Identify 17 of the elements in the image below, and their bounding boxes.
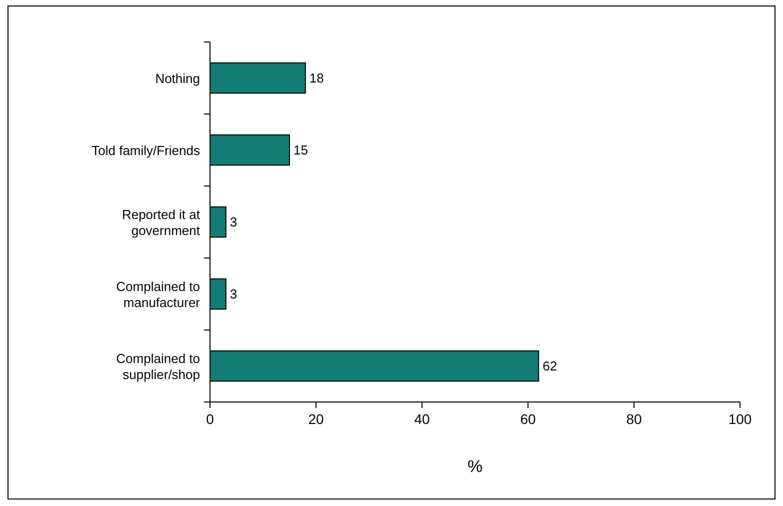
x-tick-label: 40 [414, 411, 430, 427]
y-tick-label: Complained to supplier/shop [116, 350, 200, 382]
y-tick-label: Reported it at government [122, 206, 200, 238]
data-label: 62 [542, 358, 558, 374]
y-tick-label: Told family/Friends [92, 142, 200, 158]
y-tick-label: Nothing [155, 70, 200, 86]
y-tick-label: Complained to manufacturer [116, 278, 201, 310]
x-tick-label: 60 [520, 411, 536, 427]
data-label: 3 [230, 214, 238, 230]
x-tick-label: 80 [626, 411, 642, 427]
x-tick-label: 100 [728, 411, 752, 427]
x-tick-label: 0 [206, 411, 214, 427]
data-label: 15 [294, 142, 308, 158]
data-label: 3 [230, 286, 238, 302]
x-axis-title: % [467, 457, 483, 476]
x-tick-label: 20 [308, 411, 324, 427]
data-label: 18 [309, 70, 324, 86]
